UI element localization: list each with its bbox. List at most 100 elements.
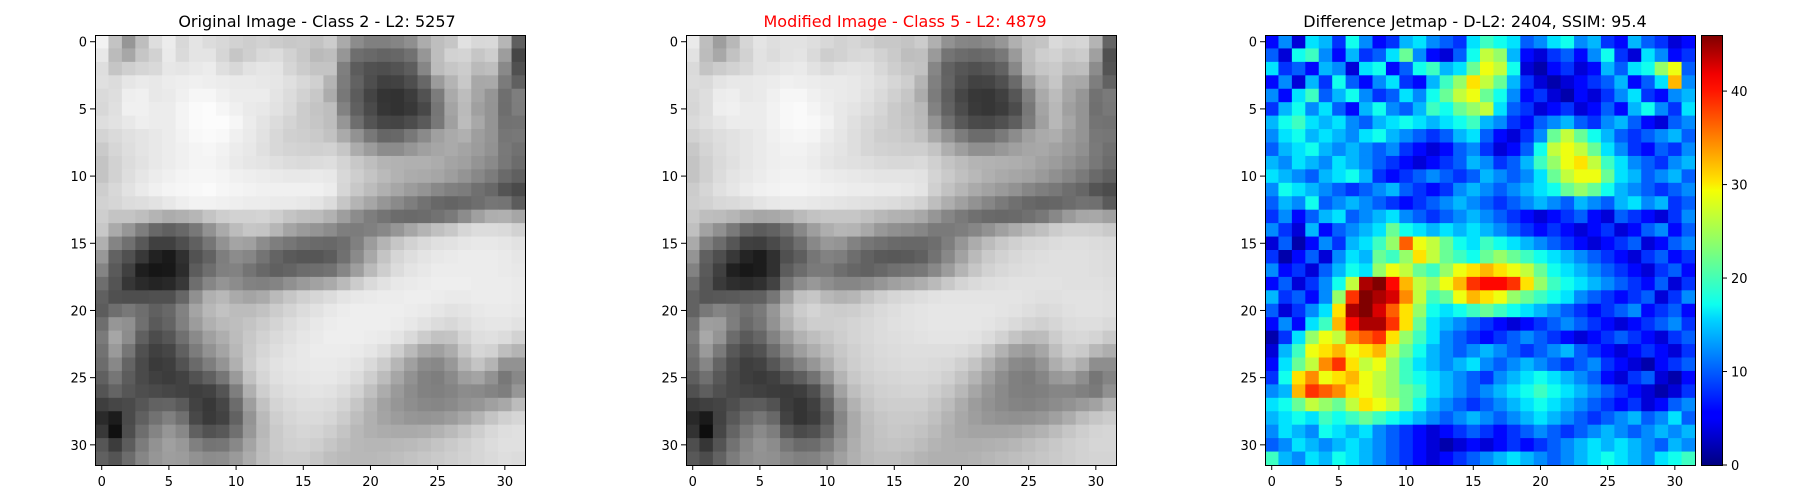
difference-jetmap-pixel [1547,303,1562,318]
original-image-pixel [189,263,204,278]
difference-jetmap-pixel [1345,129,1360,144]
difference-jetmap-pixel [1265,344,1279,359]
difference-jetmap-pixel [1614,196,1629,211]
original-image-pixel [498,344,513,359]
modified-image-pixel [1048,75,1063,90]
modified-image-pixel [739,290,754,305]
modified-image-pixel [1062,223,1077,238]
modified-image-pixel [1035,196,1050,211]
difference-jetmap-pixel [1547,438,1562,453]
original-image-pixel [162,196,177,211]
difference-jetmap-pixel [1318,344,1333,359]
difference-jetmap-pixel [1506,169,1521,184]
difference-jetmap-pixel [1600,75,1615,90]
difference-jetmap-pixel [1574,384,1589,399]
original-image-pixel [202,290,217,305]
original-image-pixel [377,196,392,211]
difference-jetmap-pixel [1399,290,1414,305]
difference-jetmap-pixel [1574,142,1589,157]
difference-jetmap-pixel [1466,88,1481,103]
modified-image-pixel [793,155,808,170]
difference-jetmap-pixel [1587,384,1602,399]
difference-jetmap-pixel [1412,129,1427,144]
difference-jetmap-pixel [1560,276,1575,291]
modified-image-pixel [927,236,942,251]
original-image-pixel [148,438,163,453]
original-image-pixel [363,263,378,278]
difference-jetmap-pixel [1426,75,1441,90]
difference-jetmap-pixel [1345,35,1360,49]
difference-jetmap-pixel [1385,102,1400,117]
modified-image-pixel [1089,317,1104,332]
modified-image-pixel [1021,438,1036,453]
modified-image-pixel [995,276,1010,291]
original-image-pixel [377,102,392,117]
difference-jetmap-pixel [1372,438,1387,453]
difference-jetmap-pixel [1439,75,1454,90]
modified-image-pixel [1089,196,1104,211]
modified-image-pixel [806,75,821,90]
modified-image-pixel [806,330,821,345]
original-image-pixel [484,209,499,224]
original-image-pixel [363,209,378,224]
modified-image-pixel [780,357,795,372]
original-image-pixel [162,142,177,157]
difference-jetmap-pixel [1385,317,1400,332]
difference-jetmap-pixel [1600,424,1615,439]
difference-jetmap-pixel [1372,236,1387,251]
original-image-pixel [189,438,204,453]
difference-jetmap-pixel [1466,155,1481,170]
colorbar-tick-label: 40 [1731,85,1748,100]
modified-image-pixel [860,236,875,251]
original-image-pixel [269,129,284,144]
modified-image-pixel [753,424,768,439]
difference-jetmap-pixel [1520,35,1535,49]
modified-image-pixel [712,276,727,291]
difference-jetmap-pixel [1453,317,1468,332]
difference-jetmap-pixel [1412,370,1427,385]
modified-image-pixel [901,75,915,90]
difference-jetmap-pixel [1412,411,1427,426]
modified-image-pixel [686,303,700,318]
modified-image-pixel [739,142,754,157]
difference-jetmap-pixel [1439,102,1454,117]
original-image-pixel [175,424,190,439]
original-image-pixel [189,276,204,291]
modified-image-pixel [726,424,741,439]
original-image-pixel [363,330,378,345]
modified-image-pixel [820,344,835,359]
difference-jetmap-pixel [1345,411,1360,426]
difference-jetmap-pixel [1278,397,1293,412]
original-image-pixel [377,88,392,103]
modified-image-pixel [927,411,942,426]
original-image-pixel [283,102,298,117]
modified-image-pixel [927,317,942,332]
original-image-pixel [417,196,432,211]
difference-jetmap-pixel [1668,438,1683,453]
original-image-pixel [498,438,513,453]
difference-jetmap-pixel [1493,424,1508,439]
difference-jetmap-pixel [1412,155,1427,170]
original-image-pixel [121,182,136,197]
original-image-pixel [444,209,459,224]
modified-image-pixel [968,209,983,224]
difference-jetmap-pixel [1426,276,1441,291]
original-image-pixel [215,236,230,251]
original-image-pixel [457,357,472,372]
original-image-pixel [498,209,513,224]
modified-image-pixel [739,75,754,90]
modified-image-pixel [726,451,741,466]
original-image-pixel [175,155,190,170]
original-image-pixel [256,344,271,359]
original-image-pixel [404,88,419,103]
original-image-pixel [350,330,365,345]
difference-jetmap-pixel [1493,196,1508,211]
modified-image-pixel [1062,438,1077,453]
original-image-pixel [417,290,432,305]
difference-jetmap-pixel [1426,250,1441,264]
original-image-pixel [310,344,324,359]
modified-image-pixel [968,182,983,197]
modified-image-pixel [726,35,741,49]
original-image-pixel [269,182,284,197]
difference-jetmap-pixel [1533,303,1548,318]
